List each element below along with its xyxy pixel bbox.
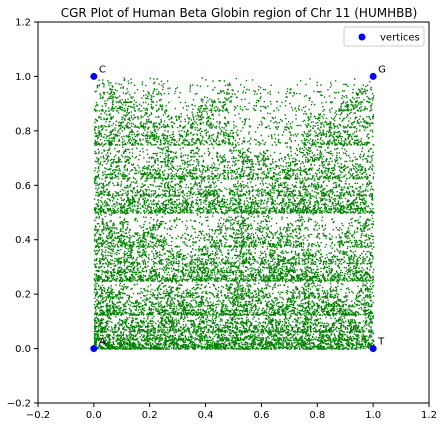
vertex-label: A [99, 337, 106, 348]
legend-marker [358, 33, 366, 41]
x-axis: −0.2 0.0 0.2 0.4 0.6 0.8 1.0 1.2 [26, 403, 437, 421]
cgr-point-cloud [93, 77, 375, 351]
vertex-point [369, 345, 377, 353]
y-tick-label: −0.2 [7, 399, 31, 410]
vertex-point [369, 72, 377, 80]
y-axis: −0.2 0.0 0.2 0.4 0.6 0.8 1.0 1.2 [7, 18, 38, 410]
legend-label: vertices [380, 33, 420, 44]
x-tick-label: 0.6 [253, 410, 269, 421]
legend: vertices [343, 26, 425, 47]
x-tick-label: 1.0 [365, 410, 381, 421]
x-tick-label: 1.2 [421, 410, 437, 421]
y-tick-label: 0.6 [15, 181, 31, 192]
chart-title: CGR Plot of Human Beta Globin region of … [61, 6, 418, 20]
y-tick-label: 0.2 [15, 290, 31, 301]
y-tick-label: 1.0 [15, 72, 31, 83]
x-tick-label: 0.0 [86, 410, 102, 421]
vertices-series: A C G T [90, 64, 386, 353]
x-tick-label: 0.4 [198, 410, 214, 421]
vertex-label: T [377, 337, 385, 348]
y-tick-label: 0.0 [15, 344, 31, 355]
y-tick-label: 0.4 [15, 235, 31, 246]
x-tick-label: −0.2 [26, 410, 50, 421]
y-tick-label: 0.8 [15, 126, 31, 137]
x-tick-label: 0.2 [142, 410, 158, 421]
plot-frame [37, 21, 430, 404]
vertex-label: G [378, 64, 386, 75]
y-tick-label: 1.2 [15, 18, 31, 29]
vertex-point [90, 345, 98, 353]
cgr-points [93, 77, 375, 351]
legend-box [343, 26, 425, 47]
vertex-point [90, 72, 98, 80]
vertex-label: C [99, 64, 106, 75]
x-tick-label: 0.8 [309, 410, 325, 421]
